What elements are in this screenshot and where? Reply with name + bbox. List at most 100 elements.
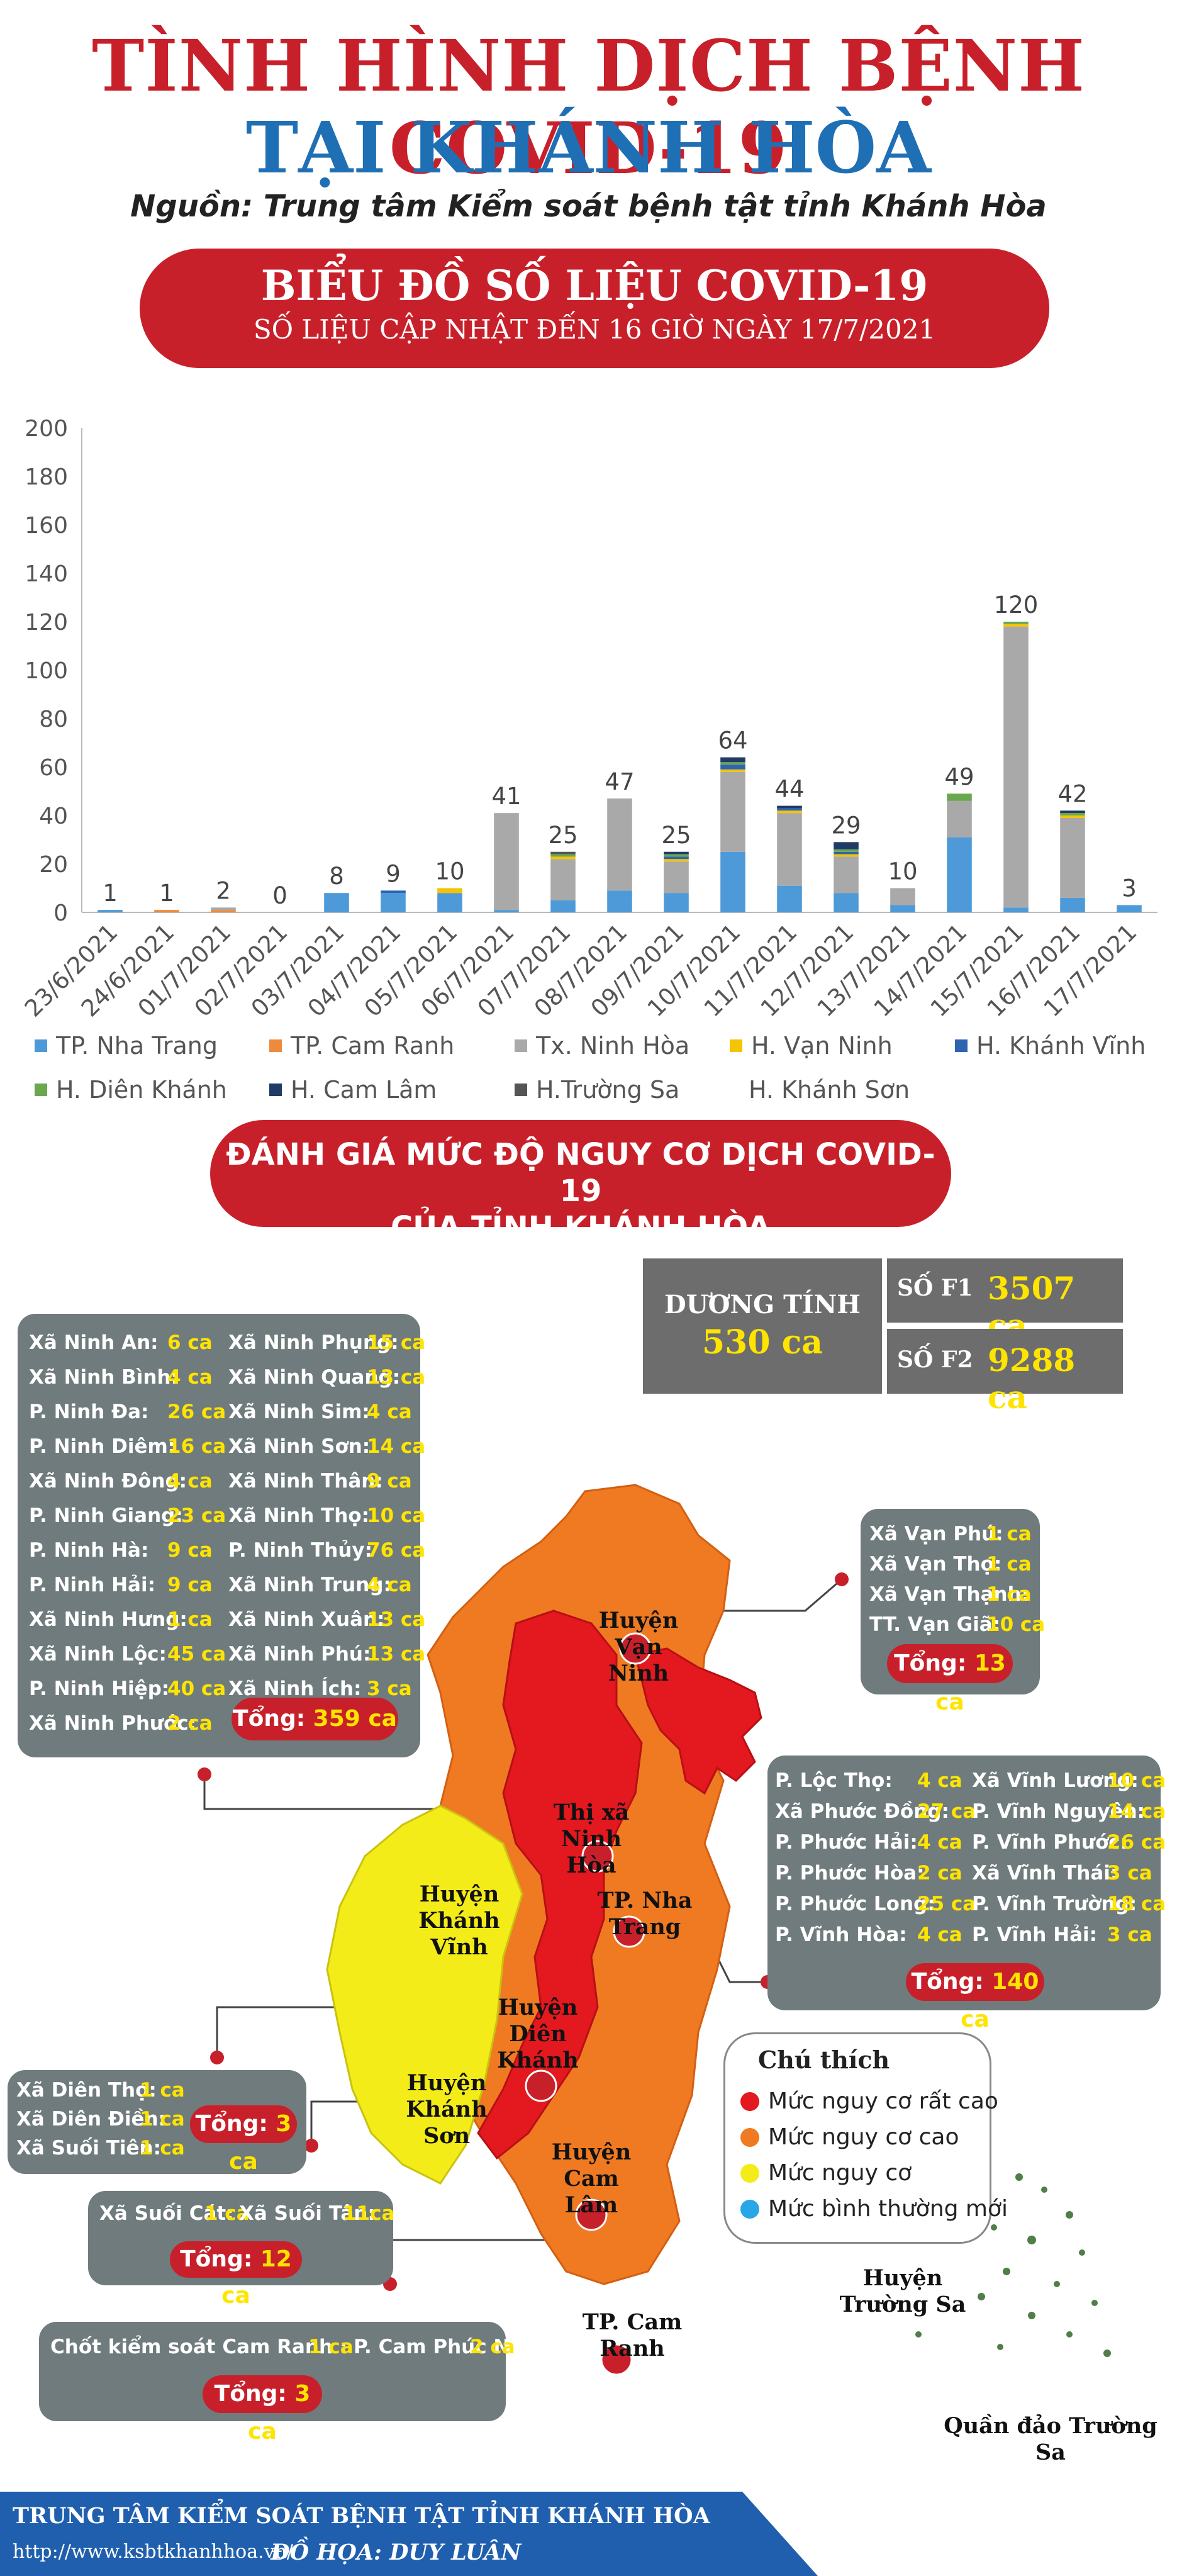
panel-row-value: 1 ca [140,2108,185,2131]
panel-cam-ranh: Chốt kiểm soát Cam Ranh :1 ca P. Cam Phúc… [39,2322,551,2444]
panel-row-label: P. Ninh Hải: [29,1574,155,1596]
panel-row-label: P. Vĩnh Hòa: [775,1924,907,1946]
panel-total: Tổng: 140 ca [906,1963,1044,2032]
chart-banner-subtitle: SỐ LIỆU CẬP NHẬT ĐẾN 16 GIỜ NGÀY 17/7/20… [253,314,936,345]
y-tick-label: 180 [25,464,68,490]
footer-credit: ĐỒ HỌA: DUY LUÂN [271,2540,522,2565]
risk-legend: Chú thích Mức nguy cơ rất cao Mức nguy cơ… [723,2032,1008,2244]
panel-total-value: 359 ca [313,1706,397,1732]
panel-total-value: 3 ca [248,2381,311,2444]
panel-total-label: Tổng: [894,1650,974,1676]
data-label: 2 [216,877,231,904]
bar-segment [550,854,576,857]
panel-row-value: 4 ca [367,1574,412,1596]
bar-segment [1003,907,1029,912]
y-tick-label: 0 [53,900,68,926]
panel-total-label: Tổng: [911,1969,992,1995]
map-label-cam-lam-text: Huyện Cam Lâm [551,2139,632,2218]
map-label-dien-khanh-text: Huyện Diên Khánh [497,1995,579,2073]
bar-segment [664,861,689,893]
risk-legend-label: Mức nguy cơ [768,2160,912,2186]
risk-legend-item: Mức bình thường mới [740,2196,1008,2222]
data-label: 44 [774,776,804,803]
risk-legend-dot [740,2127,759,2147]
panel-row-value: 4 ca [917,1924,962,1946]
bar-segment [1003,626,1029,908]
main-title-line1: TÌNH HÌNH DỊCH BỆNH COVID-19 [91,25,1085,190]
risk-legend-item: Mức nguy cơ cao [740,2124,959,2150]
footer-band [0,2492,818,2576]
panel-ninh-hoa: Xã Ninh An: 6 ca Xã Ninh Bình: 4 ca P. Ninh … [18,1314,425,1757]
panel-row-value: 3 ca [1107,1924,1152,1946]
panel-row-label: Xã Phước Đồng: [775,1800,949,1823]
panel-nha-trang: P. Lộc Thọ: 4 ca Xã Phước Đồng: 27 ca P. Phư… [767,1756,1166,2032]
y-tick-label: 60 [39,755,68,781]
legend-item: Tx. Ninh Hòa [515,1032,689,1060]
source-text: Nguồn: Trung tâm Kiểm soát bệnh tật tỉnh… [130,189,1047,224]
panel-row-value: 1 ca [204,2202,250,2225]
panel-row-label: P. Ninh Thủy: [228,1539,372,1562]
risk-legend-item: Mức nguy cơ [740,2160,912,2186]
panel-row-label: Chốt kiểm soát Cam Ranh : [50,2336,348,2358]
map-label-khanh-son: Huyện Khánh Sơn [384,2070,510,2149]
bar-segment [834,893,859,912]
bar-segment [1117,905,1142,912]
panel-row-value: 3 ca [367,1677,412,1700]
panel-row-value: 10 ca [986,1613,1046,1636]
bar-segment [550,859,576,900]
bar-segment [777,810,802,814]
panel-row-value: 26 ca [167,1401,226,1423]
panel-row-label: Xã Ninh Hưng: [29,1608,187,1631]
bar-segment [381,890,406,893]
truong-sa-islands [915,2173,1111,2357]
panel-total: Tổng: 359 ca [231,1698,398,1740]
footer-url[interactable]: http://www.ksbtkhanhhoa.vn/ [13,2541,294,2563]
panel-row-value: 76 ca [367,1539,426,1562]
panel-row-label: TT. Vạn Giã: [869,1613,1001,1636]
panel-row-label: Xã Suối Tiên: [16,2137,161,2159]
panel-total-label: Tổng: [180,2246,260,2272]
region-yellow [326,1805,523,2185]
panel-row-label: Xã Ninh Thọ: [228,1504,370,1527]
panel-row-label: Xã Vạn Thọ: [869,1553,1002,1576]
panel-row-value: 6 ca [167,1331,213,1354]
data-label: 3 [1122,875,1137,902]
panel-row-value: 1 ca [308,2336,354,2358]
panel-row-value: 9 ca [167,1574,213,1596]
panel-row-label: Xã Ninh Lộc: [29,1643,167,1666]
f2-label: SỐ F2 [897,1347,973,1373]
panel-row-value: 2 ca [917,1862,962,1884]
panel-row-value: 1 ca [140,2137,185,2159]
panel-row-label: Xã Ninh Trung: [228,1574,391,1596]
panel-row-value: 13 ca [367,1608,426,1631]
panel-row-value: 2 ca [470,2336,515,2358]
map-label-truong-sa-text: Huyện Trường Sa [839,2265,966,2317]
map-label-cam-ranh: TP. Cam Ranh [582,2309,683,2361]
chart-banner: BIỂU ĐỒ SỐ LIỆU COVID-19 SỐ LIỆU CẬP NHẬ… [140,249,1049,368]
panel-row-label: Xã Ninh An: [29,1331,159,1354]
panel-row-label: Xã Ninh Thân: [228,1470,383,1492]
legend-swatch [35,1084,47,1096]
panel-row-label: Xã Vạn Thạnh: [869,1583,1030,1606]
bar-segment [494,813,519,910]
bar-segment [1003,624,1029,627]
legend-swatch [730,1039,742,1052]
footer-org: TRUNG TÂM KIỂM SOÁT BỆNH TẬT TỈNH KHÁNH … [13,2503,710,2529]
panel-total-label: Tổng: [214,2381,295,2407]
panel-row-label: P. Ninh Hà: [29,1539,149,1562]
data-label: 47 [605,768,634,795]
legend-label: Tx. Ninh Hòa [536,1032,690,1060]
panel-row-value: 14 ca [1107,1800,1166,1823]
bar-segment [664,859,689,862]
panel-van-ninh: Xã Vạn Phú: 1 ca Xã Vạn Thọ: 1 ca Xã Vạn Thạ… [861,1509,1045,1715]
panel-row-value: 11ca [343,2202,395,2225]
panel-row-label: Xã Ninh Phụng: [228,1331,399,1354]
y-tick-label: 120 [25,610,68,636]
panel-row-value: 18 ca [1107,1893,1166,1915]
panel-row-label: P. Vĩnh Trường: [972,1893,1137,1915]
bar-segment [494,910,519,912]
panel-row-value: 10 ca [367,1504,426,1527]
data-label: 0 [272,882,287,909]
bar-segment [1060,817,1085,898]
panel-row-label: P. Cam Phúc Nam: [354,2336,551,2358]
